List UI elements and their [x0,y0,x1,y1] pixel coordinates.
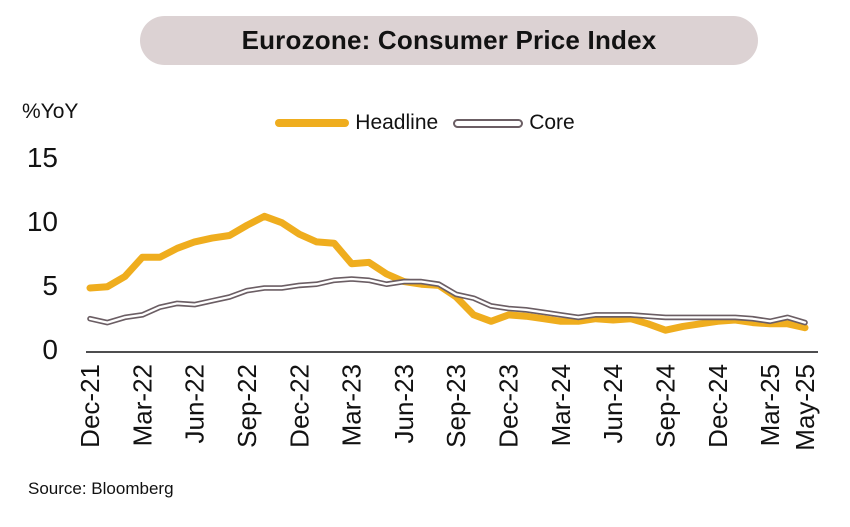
x-tick-label: Sep-23 [441,364,471,448]
x-tick-label: Dec-24 [703,364,733,448]
x-tick-label: Jun-22 [180,364,210,444]
x-tick-label: Dec-22 [284,364,314,448]
x-tick-label: Mar-23 [337,364,367,446]
x-tick-label: Jun-23 [389,364,419,444]
y-axis-unit-label: %YoY [22,100,79,123]
x-tick-label: Sep-24 [650,364,680,448]
y-tick-label: 0 [42,334,58,365]
core-line-swatch-icon [453,118,524,128]
core-series-line-outline [87,276,808,326]
chart-title: Eurozone: Consumer Price Index [241,25,657,55]
x-tick-label: May-25 [790,364,820,451]
core-series-line-inner [88,277,807,324]
headline-series-line [86,212,809,334]
legend-label-headline: Headline [355,111,439,134]
x-tick-label: Jun-24 [598,364,628,444]
y-tick-label: 10 [27,206,58,237]
x-tick-label: Mar-22 [127,364,157,446]
y-tick-label: 15 [27,142,58,173]
x-tick-label: Mar-25 [755,364,785,446]
chart-title-pill: Eurozone: Consumer Price Index [140,16,758,65]
source-note: Source: Bloomberg [28,479,174,498]
headline-line-swatch-icon [275,119,350,127]
y-tick-label: 5 [42,270,58,301]
x-tick-label: Dec-21 [75,364,105,448]
legend-label-core: Core [529,111,575,134]
legend-item-headline: Headline [275,111,438,135]
x-tick-label: Dec-23 [494,364,524,448]
legend-item-core: Core [453,111,575,135]
legend: Headline Core [0,108,850,138]
x-tick-label: Sep-22 [232,364,262,448]
x-tick-label: Mar-24 [546,364,576,446]
